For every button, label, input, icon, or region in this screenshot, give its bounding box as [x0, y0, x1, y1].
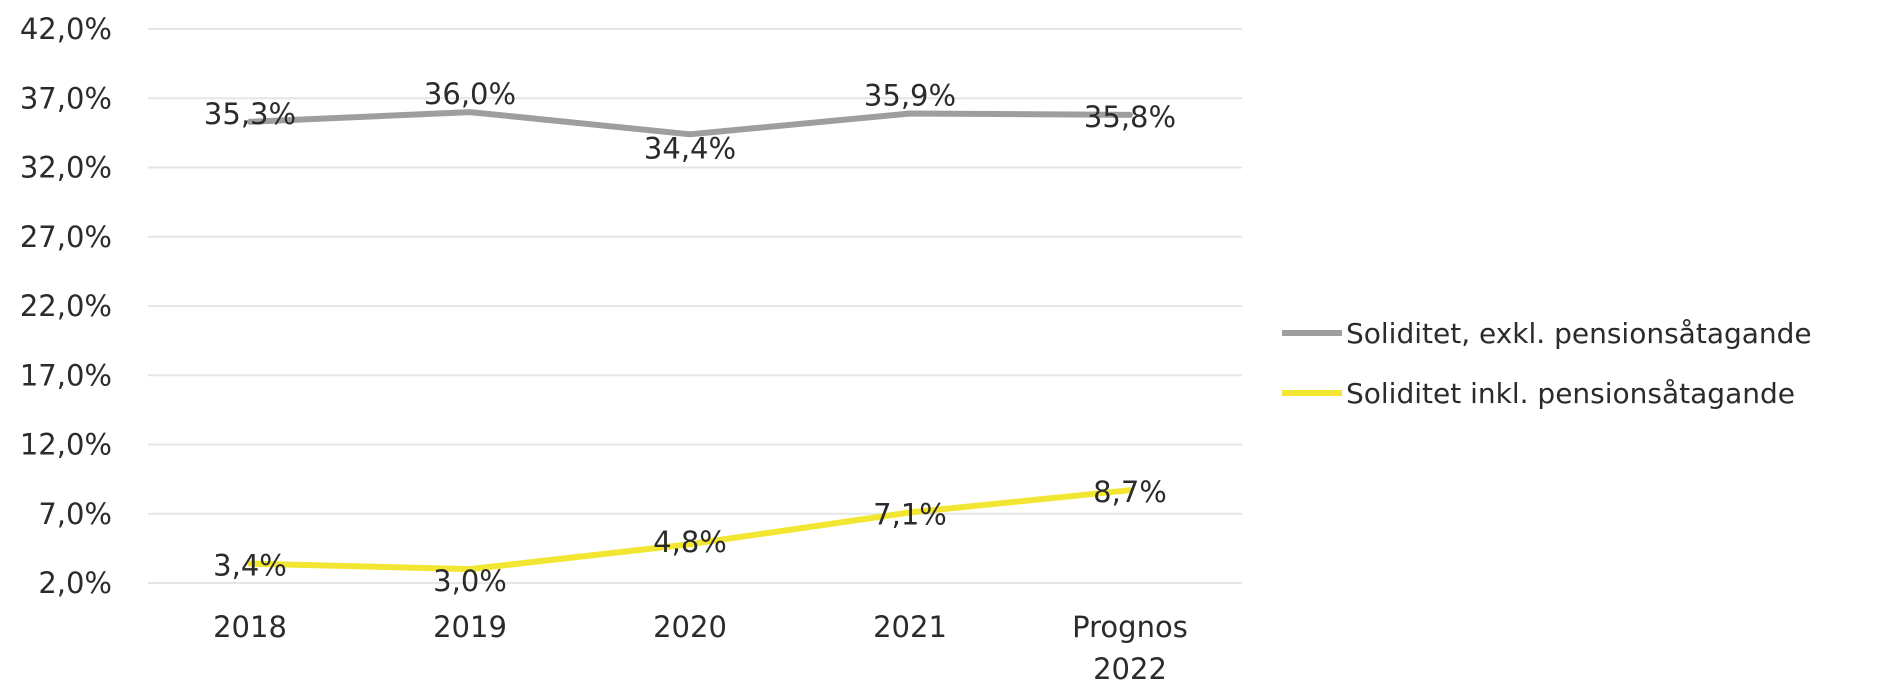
y-tick-label: 17,0%	[20, 358, 112, 392]
data-label: 35,3%	[204, 97, 296, 131]
y-tick-label: 32,0%	[20, 151, 112, 185]
data-label: 34,4%	[644, 131, 736, 165]
y-tick-label: 12,0%	[20, 428, 112, 462]
x-tick-label: Prognos 2022	[1072, 610, 1188, 686]
y-tick-label: 2,0%	[38, 566, 112, 600]
series-line	[247, 109, 1133, 138]
data-label: 35,8%	[1084, 100, 1176, 134]
data-label: 3,0%	[433, 564, 507, 598]
y-tick-label: 22,0%	[20, 289, 112, 323]
legend-label: Soliditet, exkl. pensionsåtagande	[1346, 317, 1812, 350]
data-labels: 35,3% 36,0% 34,4% 35,9% 35,8% 3,4% 3,0% 4,8% 7,1…	[204, 77, 1176, 598]
data-label: 8,7%	[1093, 475, 1167, 509]
legend-label: Soliditet inkl. pensionsåtagande	[1346, 377, 1795, 410]
y-tick-label: 7,0%	[38, 497, 112, 531]
data-label: 4,8%	[653, 525, 727, 559]
series-lines	[247, 109, 1133, 573]
data-label: 7,1%	[873, 497, 947, 531]
x-tick-label: 2020	[653, 610, 727, 644]
x-tick-label: 2021	[873, 610, 947, 644]
y-tick-label: 37,0%	[20, 81, 112, 115]
x-tick-label: 2018	[213, 610, 287, 644]
x-axis: 2018 2019 2020 2021 Prognos 2022	[213, 610, 1188, 686]
y-axis: 42,0% 37,0% 32,0% 27,0% 22,0% 17,0% 12,0% 7,0% 2…	[20, 12, 112, 600]
y-tick-label: 42,0%	[20, 12, 112, 46]
x-tick-label: 2019	[433, 610, 507, 644]
legend: Soliditet, exkl. pensionsåtagande Solidit…	[1282, 317, 1812, 410]
series-line	[247, 487, 1133, 573]
gridlines	[148, 28, 1242, 584]
y-tick-label: 27,0%	[20, 220, 112, 254]
data-label: 36,0%	[424, 77, 516, 111]
data-label: 35,9%	[864, 78, 956, 112]
data-label: 3,4%	[213, 549, 287, 583]
